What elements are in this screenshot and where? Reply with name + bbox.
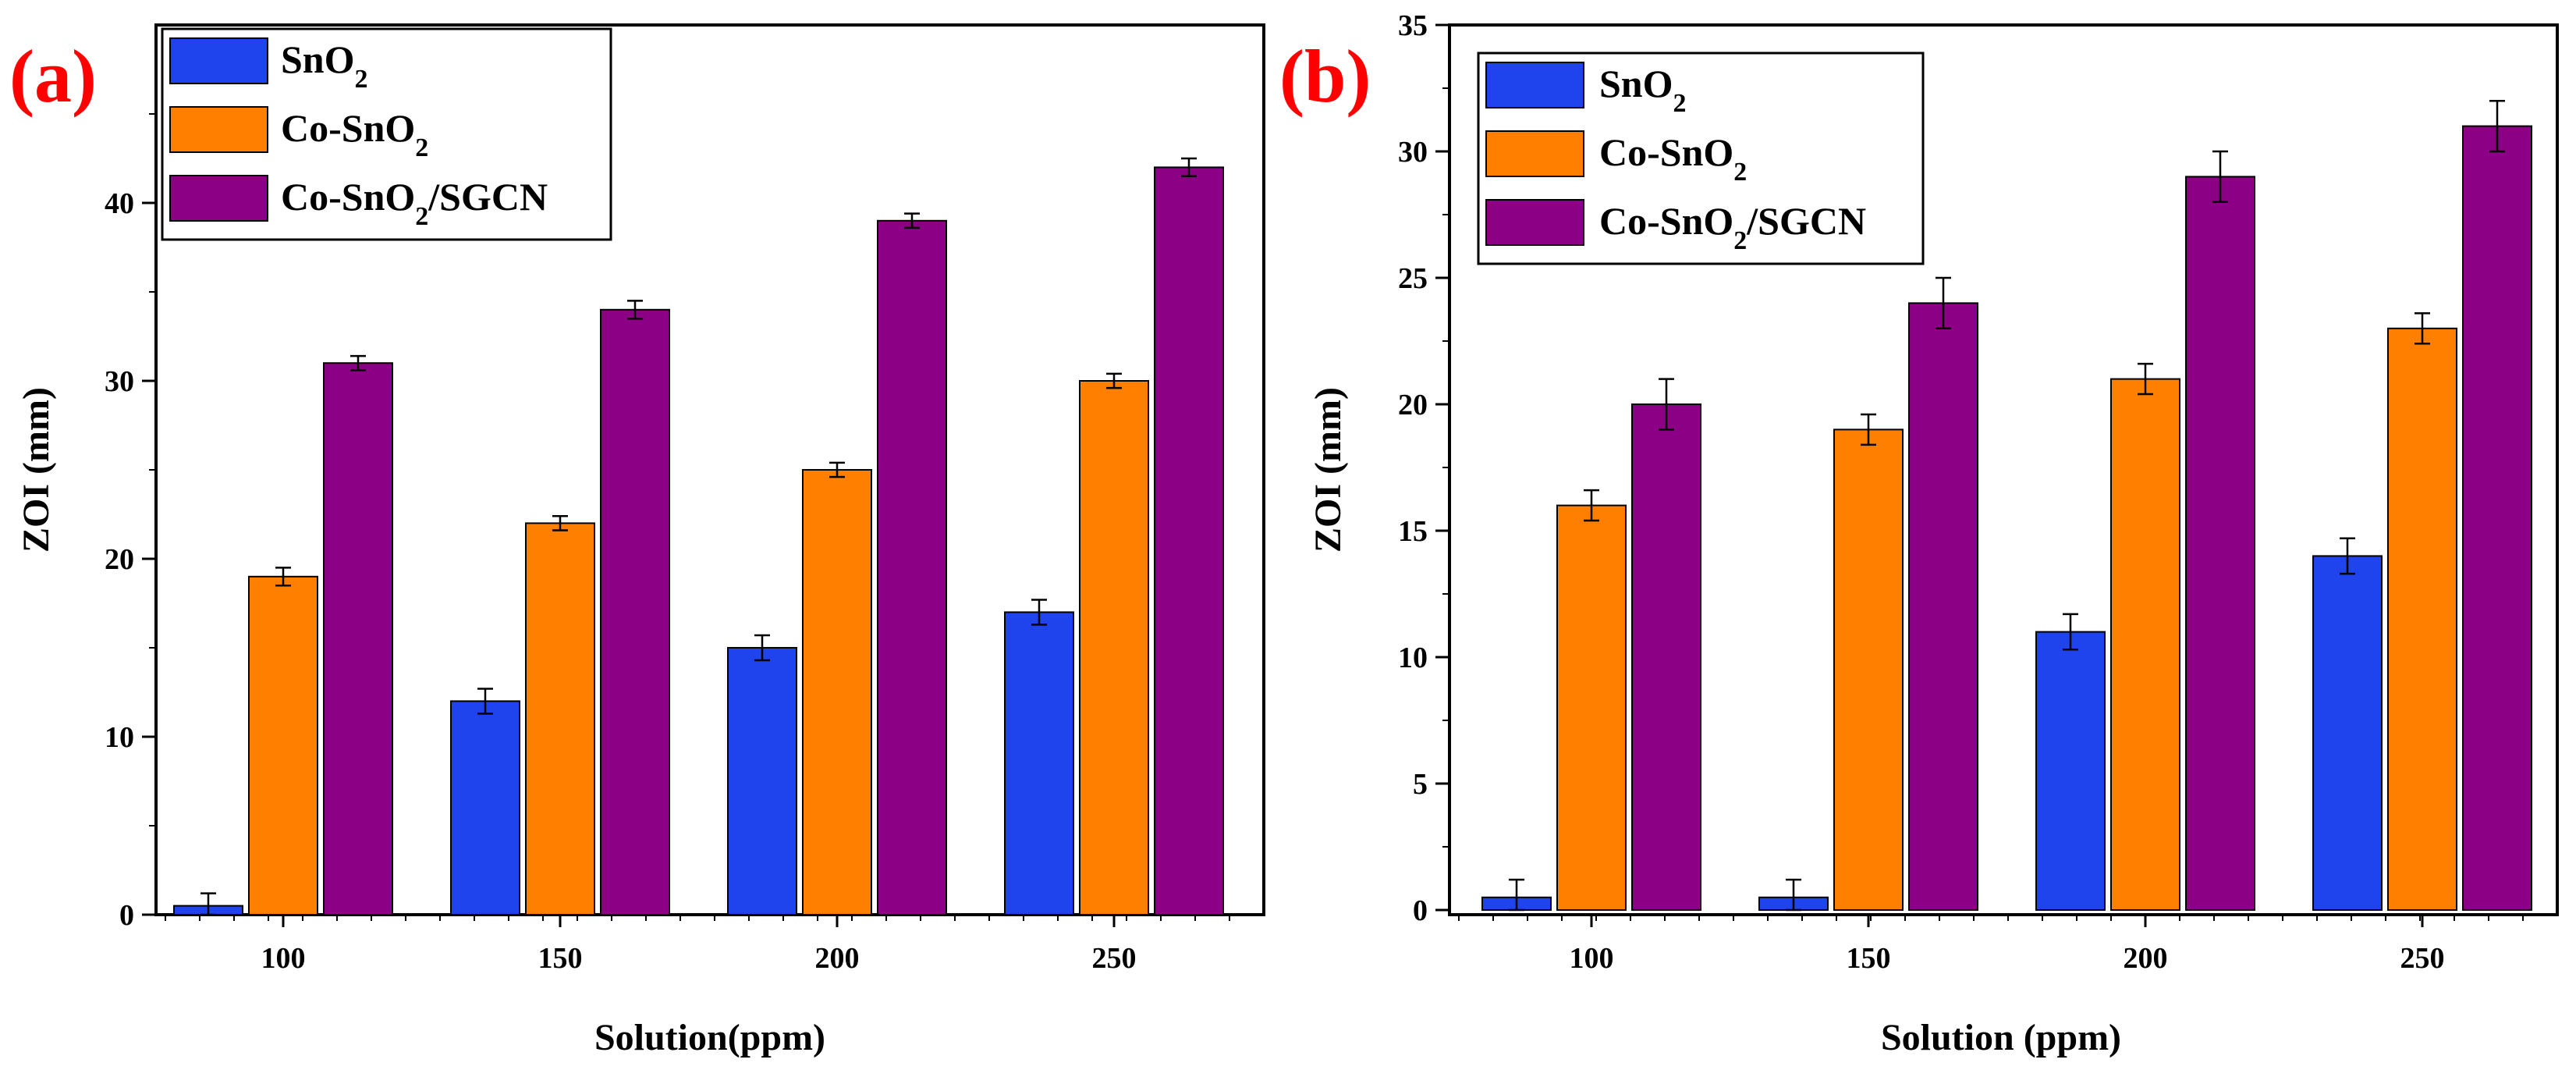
- legend-label: SnO2: [281, 37, 368, 94]
- y-tick-label: 30: [105, 365, 134, 398]
- x-tick-label: 100: [261, 942, 306, 975]
- y-tick-label: 5: [1413, 768, 1428, 801]
- bar-co-sno2-250: [1079, 380, 1149, 915]
- x-tick-label: 250: [2400, 942, 2445, 975]
- bar-co-sno2-200: [802, 469, 872, 915]
- y-axis-title: ZOI (mm): [1308, 387, 1349, 553]
- error-bar-sno2-200: [2063, 613, 2078, 651]
- error-bar-sno2-150: [1786, 878, 1801, 912]
- error-bar-co-sno2-100: [1584, 489, 1599, 522]
- legend-swatch: [169, 106, 268, 153]
- x-axis-ticks: 100 150 200 250: [165, 915, 1230, 975]
- error-bar-co-sno2-sgcn-100: [350, 354, 366, 371]
- error-bar-co-sno2-sgcn-250: [1181, 157, 1197, 178]
- panel-label: (b): [1279, 34, 1371, 118]
- error-bar-co-sno2-150: [552, 515, 568, 531]
- x-tick-label: 150: [1847, 942, 1891, 975]
- error-bar-co-sno2-sgcn-200: [904, 212, 920, 229]
- bar-co-sno2-150: [525, 522, 595, 916]
- y-tick-label: 20: [105, 543, 134, 576]
- error-bar-co-sno2-sgcn-150: [1936, 276, 1951, 330]
- y-tick-label: 0: [119, 899, 134, 932]
- error-bar-co-sno2-sgcn-100: [1659, 378, 1674, 431]
- bar-co-sno2-100: [248, 575, 318, 915]
- bar-sno2-150: [450, 700, 520, 916]
- legend-label: Co-SnO2: [1599, 130, 1747, 187]
- bars-group: [1481, 125, 2532, 912]
- bar-co-sno2-sgcn-150: [600, 308, 670, 915]
- panel-label: (a): [9, 34, 97, 118]
- y-axis-ticks: 0 10 20 30 40: [105, 113, 156, 932]
- y-tick-label: 20: [1398, 389, 1428, 421]
- error-bars-group: [200, 157, 1197, 916]
- legend-label: Co-SnO2: [281, 106, 428, 162]
- y-tick-label: 30: [1398, 136, 1428, 169]
- bar-sno2-200: [2035, 631, 2106, 911]
- x-tick-label: 100: [1570, 942, 1614, 975]
- error-bar-sno2-150: [477, 688, 493, 715]
- error-bars-group: [1509, 99, 2505, 912]
- y-tick-label: 25: [1398, 262, 1428, 295]
- y-tick-label: 10: [1398, 642, 1428, 674]
- y-axis-ticks: 0 5 10 15 20 25 30 35: [1398, 9, 1449, 927]
- error-bar-co-sno2-200: [2138, 362, 2153, 396]
- error-bar-co-sno2-250: [2415, 312, 2430, 345]
- legend: SnO2 Co-SnO2 Co-SnO2/SGCN: [161, 27, 612, 241]
- y-tick-label: 40: [105, 187, 134, 220]
- error-bar-co-sno2-sgcn-200: [2212, 150, 2228, 204]
- bar-co-sno2-sgcn-100: [1631, 403, 1701, 911]
- legend-label: Co-SnO2/SGCN: [1599, 199, 1866, 255]
- error-bar-co-sno2-sgcn-150: [627, 300, 643, 320]
- error-bar-sno2-250: [1031, 599, 1047, 626]
- bar-sno2-200: [727, 647, 797, 915]
- x-tick-label: 200: [2124, 942, 2168, 975]
- bars-group: [173, 166, 1224, 916]
- bar-co-sno2-sgcn-250: [1154, 166, 1224, 915]
- bar-co-sno2-sgcn-250: [2462, 125, 2532, 912]
- y-tick-label: 35: [1398, 9, 1428, 42]
- y-tick-label: 15: [1398, 515, 1428, 548]
- bar-co-sno2-sgcn-200: [877, 219, 947, 915]
- bar-co-sno2-200: [2110, 378, 2180, 912]
- legend: SnO2 Co-SnO2 Co-SnO2/SGCN: [1477, 52, 1925, 265]
- bar-co-sno2-150: [1833, 428, 1904, 911]
- error-bar-sno2-100: [200, 892, 216, 916]
- legend-label: SnO2: [1599, 62, 1687, 118]
- legend-swatch: [1485, 199, 1584, 246]
- y-tick-label: 0: [1413, 894, 1428, 927]
- x-axis-ticks: 100 150 200 250: [1458, 915, 2524, 975]
- chart-panel-b: (b) 0 5 10 15 20 25 30 35 100 150 200 250 Solution…: [1279, 9, 2559, 1058]
- error-bar-sno2-250: [2340, 537, 2355, 575]
- bar-co-sno2-250: [2387, 327, 2457, 911]
- bar-co-sno2-sgcn-100: [323, 362, 393, 915]
- y-tick-label: 10: [105, 721, 134, 754]
- x-tick-label: 200: [815, 942, 860, 975]
- error-bar-co-sno2-100: [275, 567, 291, 587]
- error-bar-co-sno2-150: [1861, 413, 1876, 446]
- plot-frame: [1448, 23, 2559, 916]
- error-bar-co-sno2-200: [829, 461, 845, 478]
- legend-swatch: [1485, 130, 1584, 177]
- error-bar-co-sno2-sgcn-250: [2489, 99, 2505, 153]
- x-axis-title: Solution(ppm): [594, 1017, 825, 1058]
- error-bar-co-sno2-250: [1106, 372, 1122, 389]
- y-axis-title: ZOI (mm): [16, 387, 57, 553]
- bar-co-sno2-sgcn-200: [2185, 176, 2255, 911]
- error-bar-sno2-200: [754, 634, 770, 662]
- x-tick-label: 250: [1092, 942, 1137, 975]
- x-tick-label: 150: [538, 942, 583, 975]
- bar-co-sno2-100: [1556, 504, 1627, 911]
- bar-sno2-250: [1004, 611, 1074, 916]
- bar-sno2-250: [2312, 555, 2383, 912]
- chart-panel-a: (a) 0 10 20 30 40 100 150 200 250 Solution(ppm)…: [9, 23, 1265, 1058]
- x-axis-title: Solution (ppm): [1881, 1017, 2121, 1058]
- legend-swatch: [169, 37, 268, 84]
- legend-swatch: [1485, 62, 1584, 108]
- legend-label: Co-SnO2/SGCN: [281, 175, 548, 231]
- bar-co-sno2-sgcn-150: [1908, 302, 1978, 911]
- error-bar-sno2-100: [1509, 878, 1524, 912]
- legend-swatch: [169, 175, 268, 222]
